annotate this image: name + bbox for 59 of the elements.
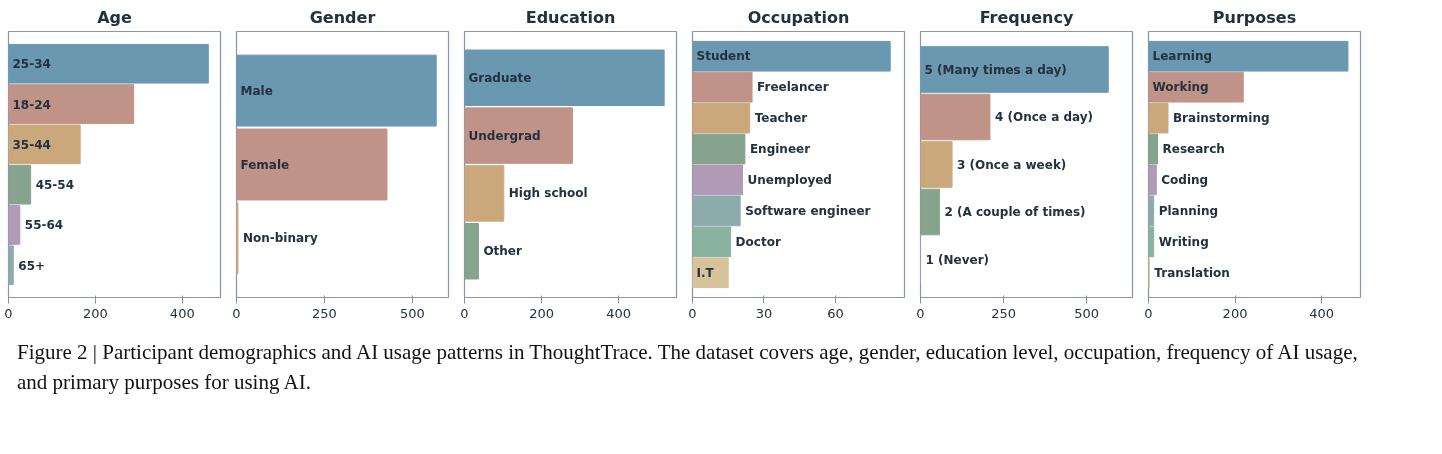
x-tick-label: 0 (688, 305, 697, 321)
category-label: High school (508, 186, 588, 201)
category-label: Writing (1158, 234, 1209, 249)
category-label: Freelancer (757, 80, 829, 95)
x-tick-label: 30 (755, 305, 773, 321)
category-label: 4 (Once a day) (994, 110, 1094, 124)
x-tick-label: 0 (4, 305, 13, 321)
category-label: Learning (1152, 49, 1213, 64)
chart-title: Purposes (1212, 7, 1297, 27)
x-tick-label: 500 (399, 305, 425, 321)
category-label: Female (240, 157, 290, 172)
category-label: Research (1162, 142, 1225, 157)
category-label: Other (483, 244, 522, 259)
category-label: Planning (1158, 203, 1219, 218)
x-tick-label: 250 (991, 305, 1016, 321)
category-label: 5 (Many times a day) (924, 62, 1067, 77)
x-tick-label: 400 (169, 305, 195, 321)
chart-title: Frequency (979, 7, 1074, 27)
x-tick-label: 0 (232, 305, 241, 321)
category-label: 2 (A couple of times) (944, 205, 1086, 219)
category-label: Coding (1161, 172, 1209, 187)
category-label: 3 (Once a week) (957, 157, 1067, 172)
x-tick-label: 0 (916, 305, 925, 321)
x-tick-label: 0 (1144, 305, 1153, 321)
x-tick-label: 500 (1074, 305, 1100, 321)
x-tick-label: 60 (827, 305, 844, 321)
category-label: Graduate (468, 70, 532, 85)
chart-title: Age (97, 7, 132, 27)
x-tick-label: 200 (529, 305, 555, 321)
category-label: 25-34 (12, 57, 51, 72)
category-label: 65+ (18, 258, 46, 273)
chart-title: Education (525, 7, 616, 27)
x-tick-label: 400 (1309, 305, 1334, 321)
chart-title: Gender (309, 7, 376, 27)
category-label: 18-24 (12, 97, 51, 112)
x-tick-label: 400 (606, 305, 632, 321)
category-label: Engineer (749, 142, 811, 157)
category-label: 45-54 (35, 178, 75, 193)
category-label: Male (240, 83, 273, 98)
category-label: Teacher (754, 111, 808, 126)
category-label: I.T (696, 265, 714, 280)
category-label: Working (1152, 80, 1209, 95)
x-tick-label: 200 (82, 305, 108, 321)
x-tick-label: 0 (460, 305, 469, 321)
category-label: Non-binary (242, 231, 318, 246)
x-tick-label: 200 (1222, 305, 1248, 321)
category-label: Student (696, 49, 751, 64)
category-label: Doctor (735, 234, 781, 249)
category-label: 1 (Never) (925, 252, 990, 267)
x-tick-label: 250 (311, 305, 337, 321)
category-label: Translation (1154, 265, 1230, 280)
category-label: Brainstorming (1172, 111, 1270, 126)
category-label: 55-64 (24, 218, 64, 233)
category-label: Undergrad (468, 128, 541, 143)
caption: Figure 2 | Participant demographics and AI usage patterns in ThoughtTrace. The dataset covers age, gender, education level, occupation, frequency of AI usage, and primary purposes for using AI. (17, 339, 1359, 397)
chart-title: Occupation (747, 7, 850, 27)
category-label: Unemployed (747, 172, 832, 187)
category-label: Software engineer (745, 203, 871, 218)
category-label: 35-44 (12, 137, 51, 152)
